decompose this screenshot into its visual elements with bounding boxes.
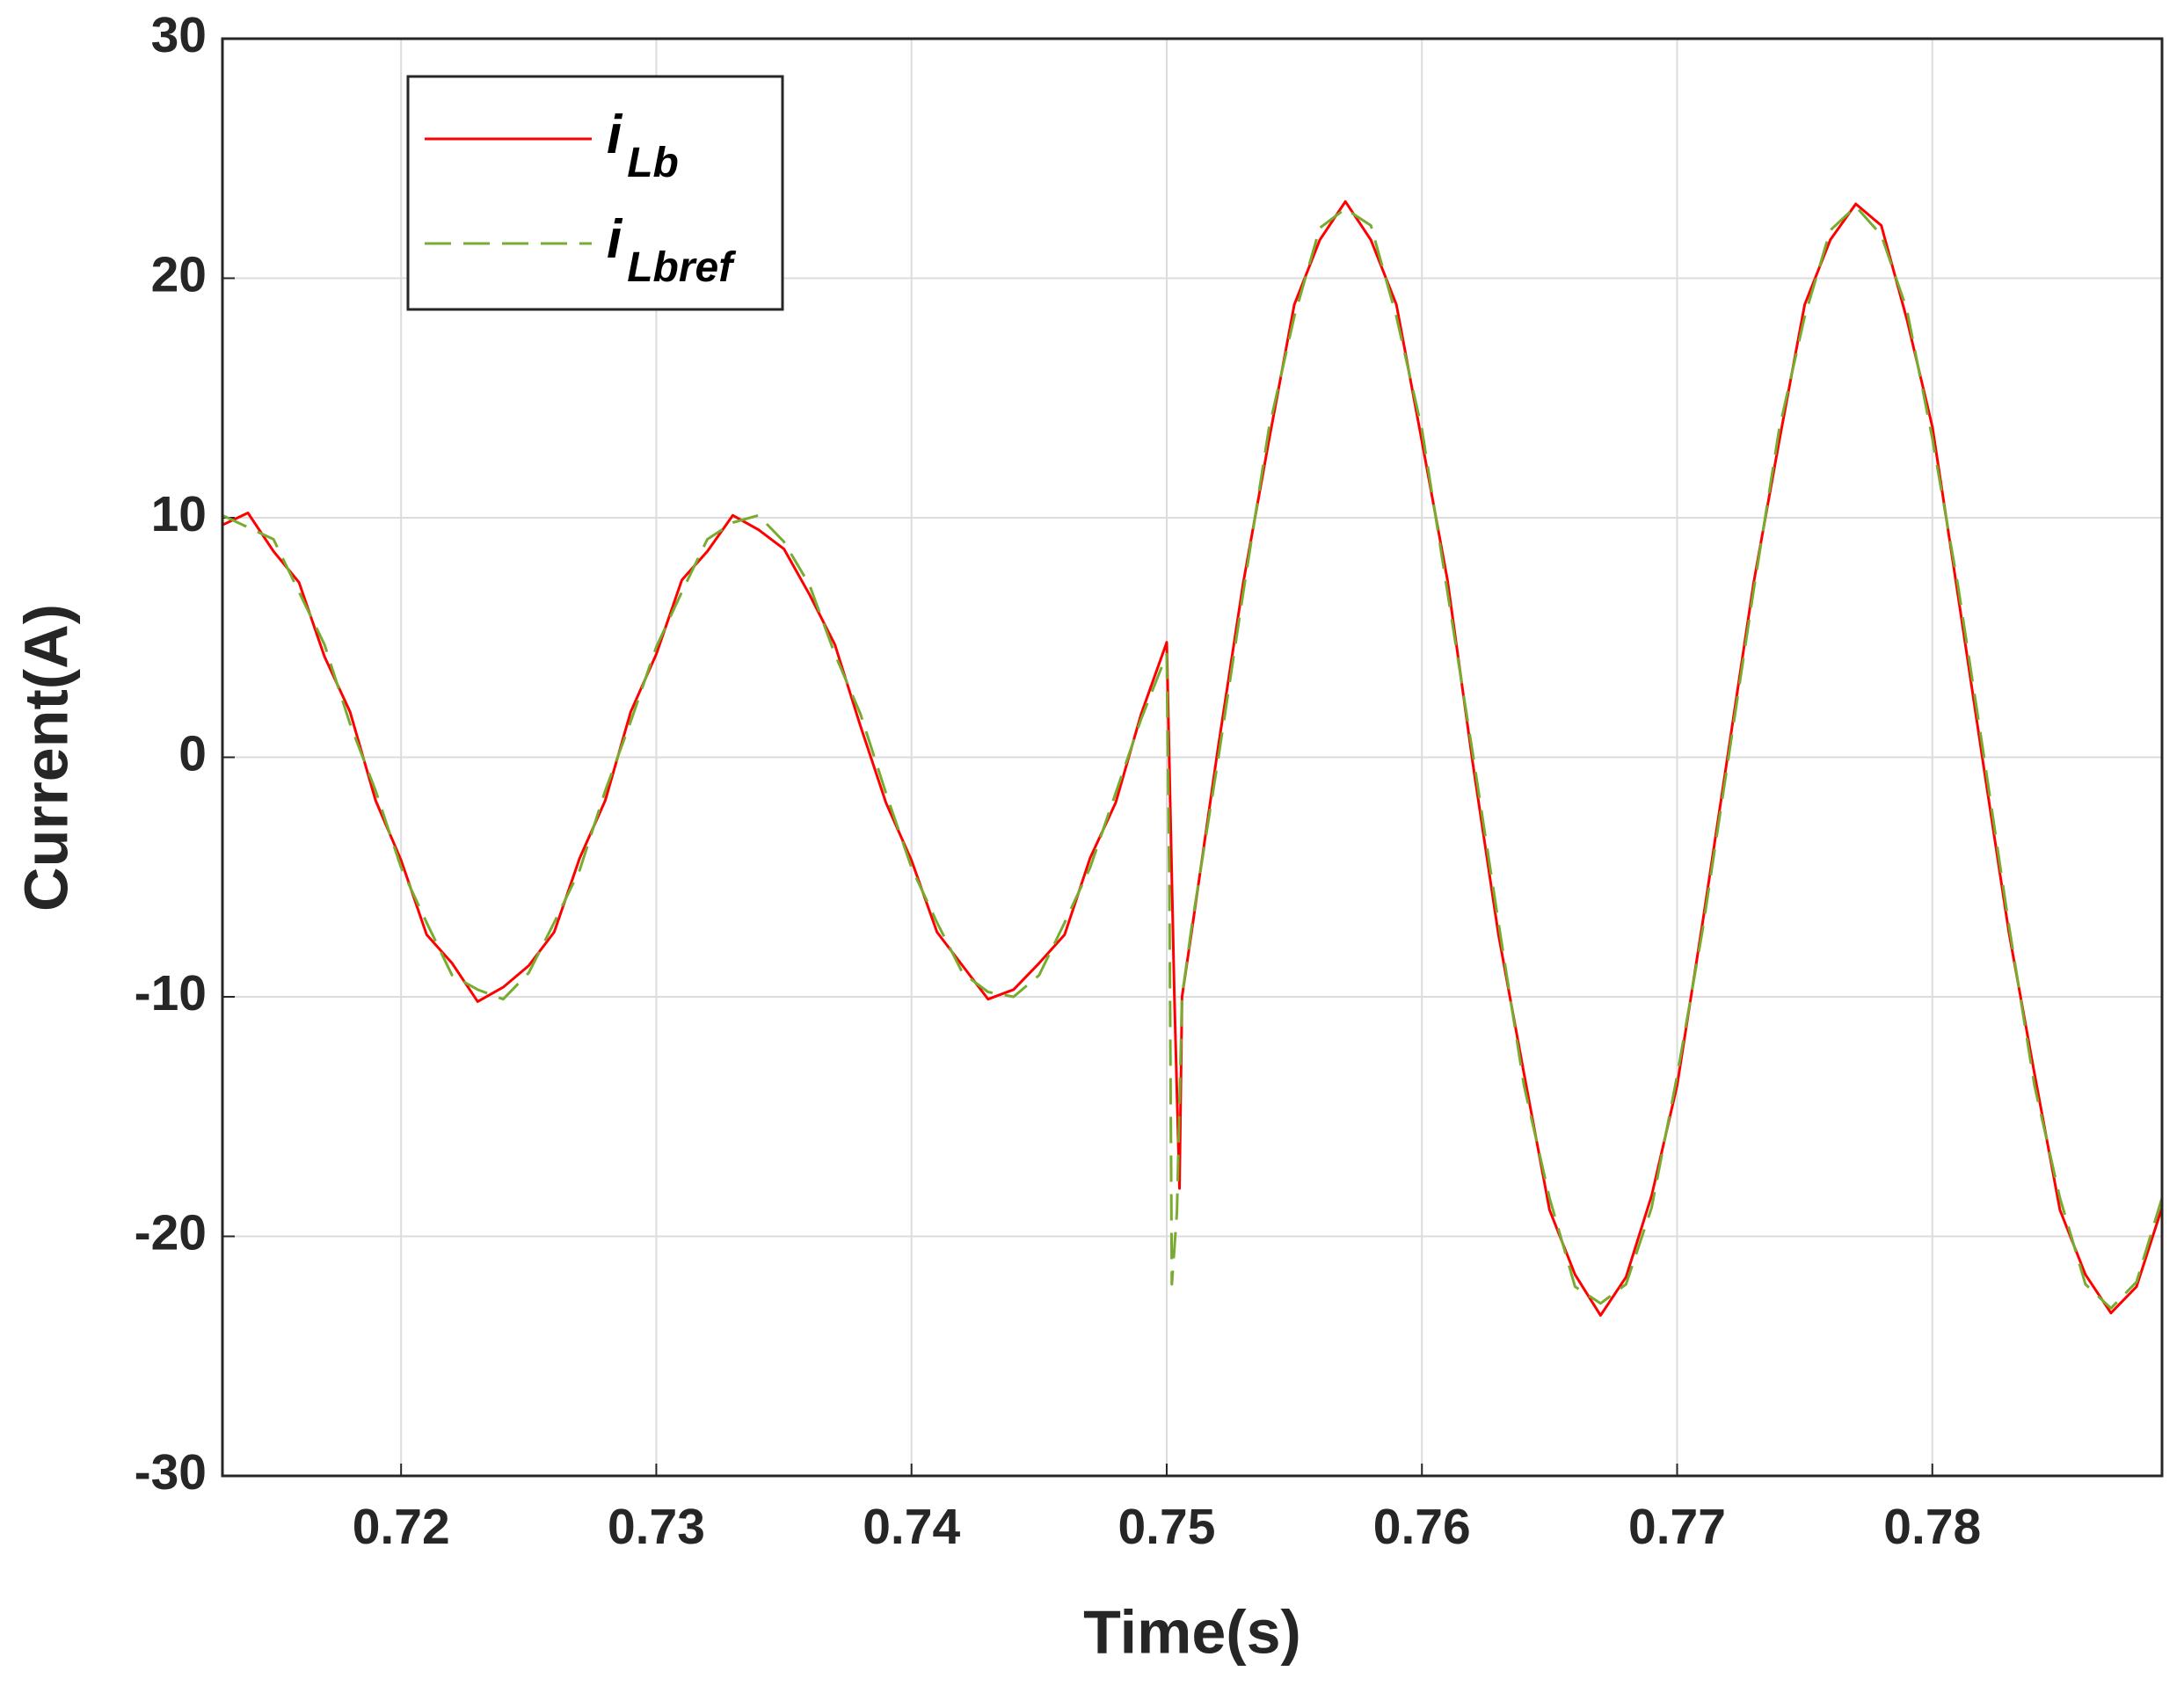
x-axis-label: Time(s) [1083, 1597, 1301, 1666]
x-tick-label: 0.75 [1117, 1499, 1215, 1555]
y-tick-label: -20 [135, 1205, 207, 1261]
y-tick-label: 0 [178, 726, 207, 782]
x-tick-label: 0.77 [1628, 1499, 1726, 1555]
x-tick-label: 0.76 [1373, 1499, 1471, 1555]
x-tick-label: 0.78 [1883, 1499, 1981, 1555]
series-line [222, 205, 2164, 1310]
x-tick-label: 0.74 [863, 1499, 960, 1555]
y-tick-label: 10 [151, 486, 207, 542]
plot-frame [221, 37, 2164, 1478]
y-tick-label: 30 [151, 7, 207, 63]
legend: i Lb i Lbref [406, 75, 784, 311]
legend-label: i Lb [607, 105, 679, 185]
legend-box [406, 75, 784, 311]
y-axis-label: Current(A) [11, 604, 80, 912]
x-tick-label: 0.73 [608, 1499, 705, 1555]
y-tick-label: -30 [135, 1444, 207, 1500]
x-tick-label: 0.72 [353, 1499, 450, 1555]
y-tick-label: 20 [151, 247, 207, 303]
y-tick-label: -10 [135, 965, 207, 1021]
legend-label: i Lbref [607, 209, 736, 290]
